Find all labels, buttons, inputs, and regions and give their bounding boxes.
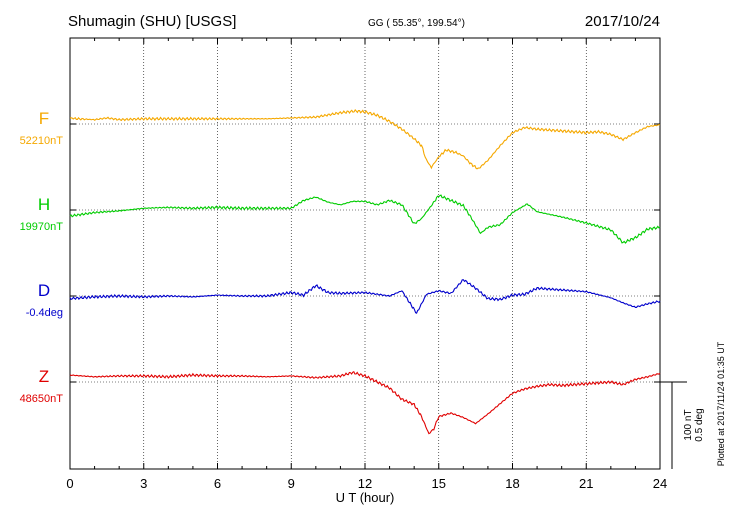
x-tick-label: 12 [358, 476, 372, 491]
series-name-z: Z [39, 367, 49, 386]
series-line-z [69, 370, 661, 435]
baselines [70, 123, 660, 383]
series-line-f [69, 108, 661, 170]
series-baseline-label-z: 48650nT [20, 393, 64, 405]
scale-bar-nt-label: 100 nT [683, 409, 694, 440]
series-lines [69, 108, 661, 435]
grid-lines [143, 38, 587, 469]
series-line-d [69, 279, 661, 314]
series-name-d: D [38, 281, 50, 300]
series-baseline-label-h: 19970nT [20, 221, 64, 233]
coordinates-label: GG ( 55.35°, 199.54°) [368, 18, 465, 29]
x-tick-labels: 0 3 6 9 12 15 18 21 24 [66, 476, 667, 491]
series-baseline-label-f: 52210nT [20, 135, 64, 147]
x-tick-label: 3 [140, 476, 147, 491]
date-label: 2017/10/24 [585, 13, 660, 30]
series-name-h: H [38, 195, 50, 214]
x-tick-label: 0 [66, 476, 73, 491]
x-tick-label: 18 [505, 476, 519, 491]
axis-ticks [69, 38, 661, 469]
station-title: Shumagin (SHU) [USGS] [68, 13, 236, 30]
series-labels: F 52210nT H 19970nT D -0.4deg Z 48650nT [20, 109, 64, 405]
x-tick-label: 24 [653, 476, 667, 491]
scale-bar-deg-label: 0.5 deg [694, 408, 705, 441]
x-tick-label: 15 [432, 476, 446, 491]
x-axis-label: U T (hour) [336, 490, 395, 505]
x-tick-label: 21 [579, 476, 593, 491]
x-tick-label: 9 [288, 476, 295, 491]
series-line-h [69, 194, 661, 244]
x-tick-label: 6 [214, 476, 221, 491]
scale-bar: 100 nT 0.5 deg [660, 381, 705, 469]
plotted-at-footnote: Plotted at 2017/11/24 01:35 UT [716, 341, 726, 466]
series-baseline-label-d: -0.4deg [26, 307, 63, 319]
series-name-f: F [39, 109, 49, 128]
